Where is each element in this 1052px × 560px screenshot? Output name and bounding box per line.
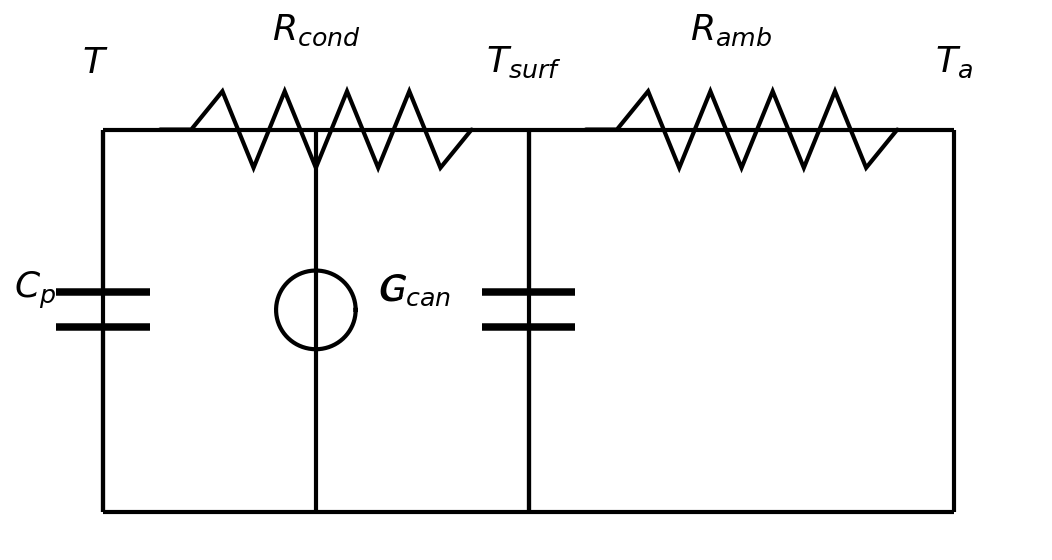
Text: $T_{surf}$: $T_{surf}$ (486, 45, 562, 80)
Text: $C_{can}$: $C_{can}$ (380, 273, 451, 309)
Text: $T_a$: $T_a$ (935, 45, 973, 80)
Text: $R_{cond}$: $R_{cond}$ (271, 12, 360, 48)
Text: $T$: $T$ (81, 46, 108, 80)
Text: $R_{amb}$: $R_{amb}$ (690, 12, 772, 48)
Text: $C_p$: $C_p$ (14, 270, 57, 311)
Text: $G$: $G$ (378, 274, 406, 308)
